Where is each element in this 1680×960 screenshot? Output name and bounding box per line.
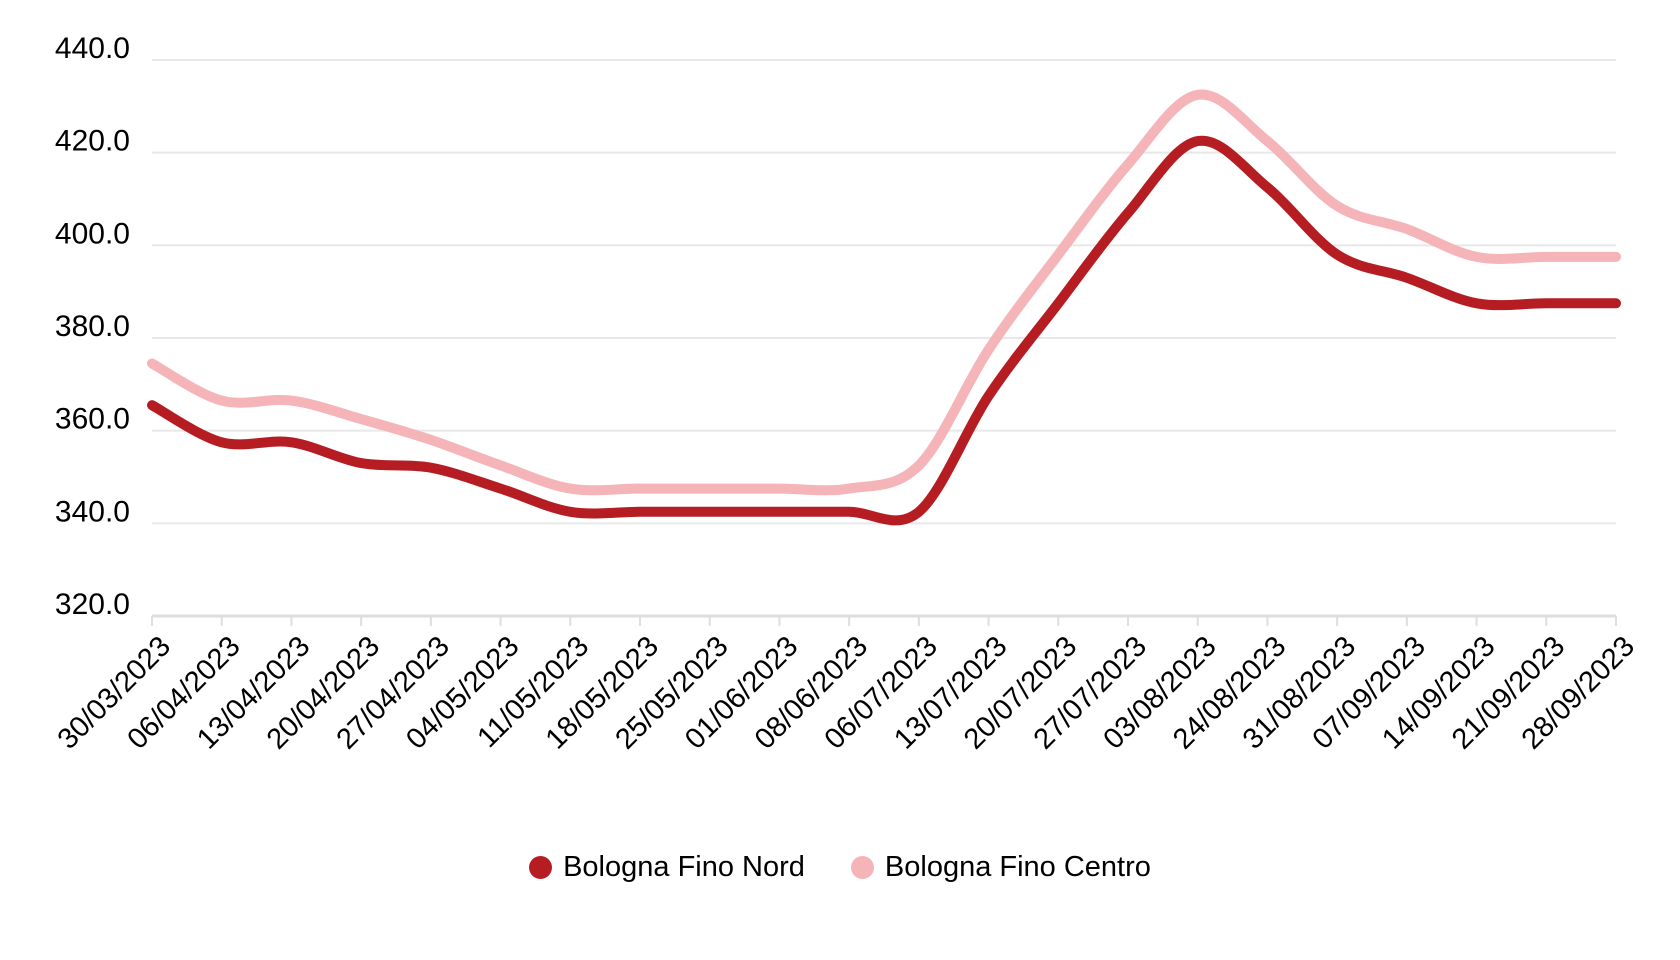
line-chart: 320.0 340.0 360.0 380.0 400.0 420.0 440.0 30/0… [52,32,1641,756]
y-tick-label: 320.0 [55,588,130,621]
legend-swatch-centro-icon [850,856,874,879]
legend-label-nord: Bologna Fino Nord [563,851,805,883]
y-tick-label: 340.0 [55,495,130,528]
y-tick-label: 400.0 [55,217,130,250]
legend-label-centro: Bologna Fino Centro [884,851,1151,883]
y-tick-label: 420.0 [55,125,130,158]
x-axis-ticks [151,616,1617,626]
y-axis-labels: 320.0 340.0 360.0 380.0 400.0 420.0 440.0 [55,32,130,621]
gridlines [152,59,1616,618]
series-line-bologna-fino-nord[interactable] [147,135,1621,526]
y-tick-label: 360.0 [55,403,130,436]
series-lines [147,89,1621,526]
series-line-bologna-fino-centro[interactable] [147,89,1621,496]
legend-swatch-nord-icon [529,856,553,879]
y-tick-label: 440.0 [55,32,130,65]
y-tick-label: 380.0 [55,310,130,343]
x-axis-labels: 30/03/202306/04/202313/04/202320/04/2023… [52,630,1641,755]
legend: Bologna Fino Nord Bologna Fino Centro [0,851,1680,884]
legend-item-bologna-fino-centro[interactable]: Bologna Fino Centro [850,851,1151,884]
legend-item-bologna-fino-nord[interactable]: Bologna Fino Nord [529,851,805,884]
